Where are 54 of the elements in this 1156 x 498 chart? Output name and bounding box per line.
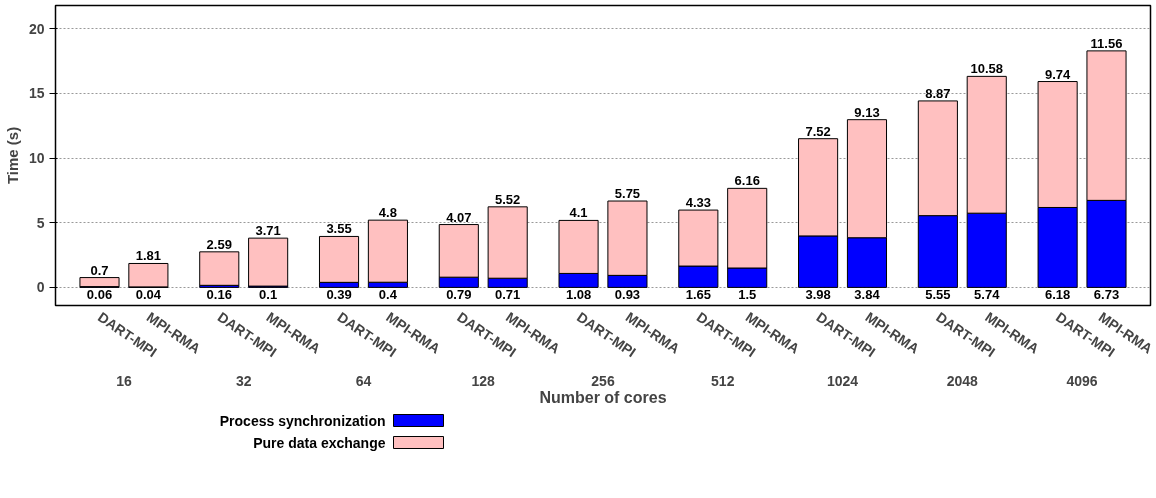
- data-label: 9.74: [1044, 66, 1072, 82]
- data-label: 11.56: [1090, 35, 1123, 51]
- data-label: 0.93: [614, 287, 641, 303]
- data-label: 0.16: [206, 287, 232, 303]
- data-label: 1.65: [685, 287, 711, 303]
- data-label: 0.4: [378, 287, 398, 303]
- y-tick-label: 20: [28, 20, 45, 37]
- text: 1024: [826, 372, 859, 389]
- data-label: 1.5: [738, 287, 757, 303]
- data-label: 6.16: [734, 173, 760, 189]
- text: 128: [471, 372, 496, 389]
- data-label: 2.59: [206, 236, 232, 252]
- data-label: 0.71: [495, 287, 521, 303]
- data-label: 0.7: [90, 262, 109, 278]
- data-label: 6.18: [1044, 287, 1071, 303]
- legend-label: Pure data exchange: [253, 434, 386, 451]
- data-label: 5.75: [614, 186, 641, 202]
- data-label: 4.1: [569, 205, 588, 221]
- text: 512: [711, 372, 735, 389]
- data-label: 5.74: [974, 287, 1001, 303]
- data-label: 0.39: [326, 287, 352, 303]
- legend-label: Process synchronization: [219, 412, 386, 429]
- data-label: 1.08: [565, 287, 592, 303]
- text: 32: [235, 372, 252, 389]
- data-label: 0.79: [446, 287, 472, 303]
- x-axis-title: Number of cores: [539, 388, 667, 406]
- text: 64: [355, 372, 372, 389]
- data-label: 8.87: [925, 85, 951, 101]
- data-label: 4.33: [685, 195, 711, 211]
- text: 2048: [946, 372, 979, 389]
- y-tick-label: 5: [36, 214, 45, 231]
- data-label: 4.8: [378, 205, 397, 221]
- y-tick-label: 10: [28, 150, 45, 167]
- data-label: 6.73: [1093, 287, 1120, 303]
- data-label: 5.52: [495, 191, 521, 207]
- data-label: 0.06: [86, 287, 113, 303]
- data-label: 3.84: [854, 287, 881, 303]
- data-label: 1.81: [135, 248, 162, 264]
- data-label: 7.52: [805, 123, 831, 139]
- data-label: 4.07: [446, 209, 472, 225]
- data-label: 0.1: [259, 287, 278, 303]
- text: 256: [591, 372, 615, 389]
- text: 4096: [1066, 372, 1098, 389]
- y-axis-title: Time (s): [3, 126, 21, 185]
- data-label: 3.71: [255, 223, 281, 239]
- data-label: 3.55: [326, 221, 352, 237]
- data-label: 5.55: [925, 287, 951, 303]
- data-label: 9.13: [854, 104, 880, 120]
- data-label: 0.04: [135, 287, 162, 303]
- y-tick-label: 0: [36, 279, 45, 296]
- data-label: 10.58: [970, 61, 1004, 77]
- data-label: 3.98: [805, 287, 831, 303]
- text: 16: [116, 372, 132, 389]
- y-tick-label: 15: [28, 85, 45, 102]
